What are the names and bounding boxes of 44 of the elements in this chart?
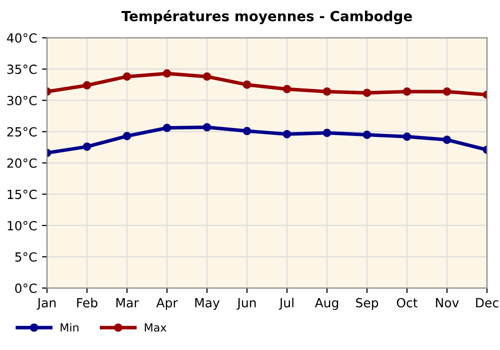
point [82,81,92,90]
legend-label: Min [60,323,78,332]
x-tick-label: Dec [476,298,498,308]
point [202,72,212,81]
x-tick-label: Nov [436,298,459,308]
point [322,128,332,138]
point [442,87,452,96]
x-tick-label: Jul [278,298,294,310]
y-tick-label: 0°C [15,284,37,293]
point [162,124,172,132]
point [362,130,372,139]
y-tick-label: 25°C [7,127,37,137]
y-tick-label: 40°C [7,33,37,43]
x-tick-label: Feb [77,298,98,308]
y-tick-label: 30°C [7,96,37,106]
point [82,142,92,151]
point [322,87,332,96]
point [242,126,252,136]
point [362,88,372,98]
point [162,69,172,78]
point [242,80,252,89]
point [402,87,412,96]
point [122,72,132,81]
x-tick-label: May [195,298,220,310]
point [282,84,292,94]
y-tick-label: 15°C [8,190,37,200]
chart-title: Températures moyennes - Cambodge [121,10,412,24]
x-tick-label: Jan [36,298,56,310]
x-tick-label: Apr [156,298,178,310]
x-tick-label: Mar [116,298,139,308]
x-tick-label: Aug [314,298,338,310]
point [282,130,292,138]
y-tick-label: 20°C [7,158,37,168]
point [402,132,412,141]
legend-label: Max [144,323,166,332]
x-tick-label: Sep [356,298,378,310]
y-tick-label: 35°C [7,64,37,74]
x-tick-label: Jun [236,298,256,310]
y-tick-label: 10°C [8,220,37,230]
point [202,123,212,132]
point [442,136,452,144]
y-tick-label: 5°C [15,252,37,262]
x-tick-label: Oct [396,298,418,308]
point [122,132,132,140]
